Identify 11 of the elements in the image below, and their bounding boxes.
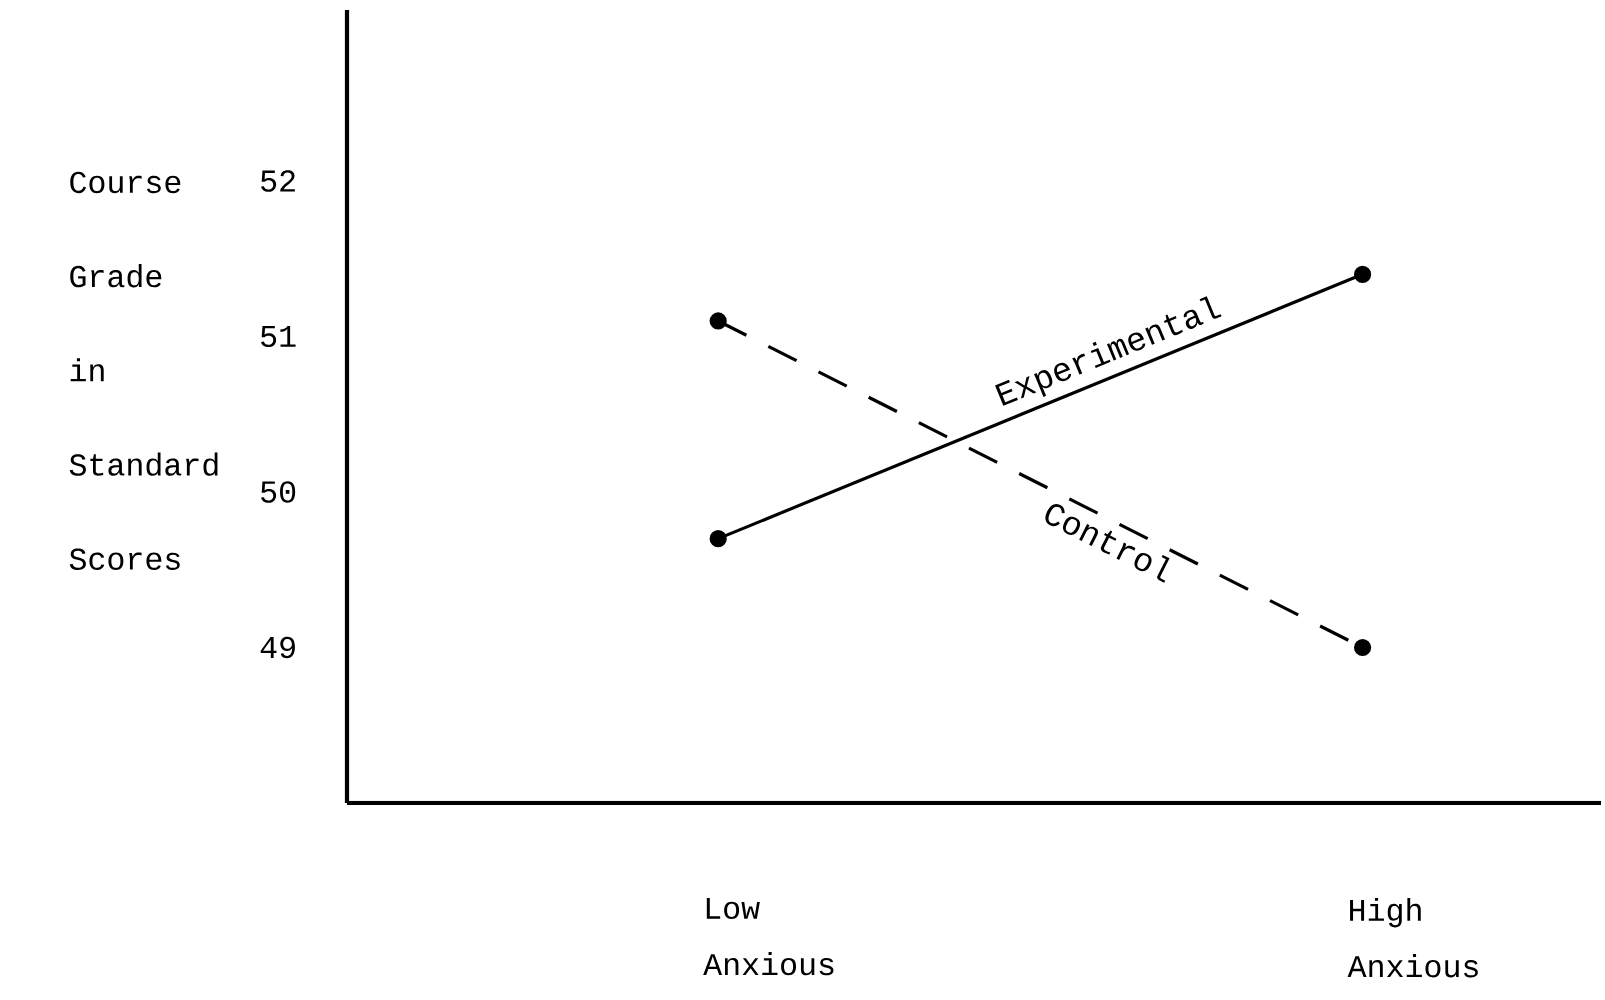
y-tick-label: 49 xyxy=(260,636,295,659)
point xyxy=(709,312,727,330)
y-tick-label: 52 xyxy=(261,170,295,192)
x-tick-label: High Anxious xyxy=(1347,897,1478,978)
point xyxy=(1353,265,1372,283)
y-tick-label: 50 xyxy=(261,481,296,503)
y-tick-label: 51 xyxy=(261,325,296,348)
point xyxy=(709,530,727,548)
point xyxy=(1353,638,1372,657)
x-tick-label: Low Anxious xyxy=(703,897,834,976)
text: Course Grade in Standard Scores xyxy=(69,171,218,570)
